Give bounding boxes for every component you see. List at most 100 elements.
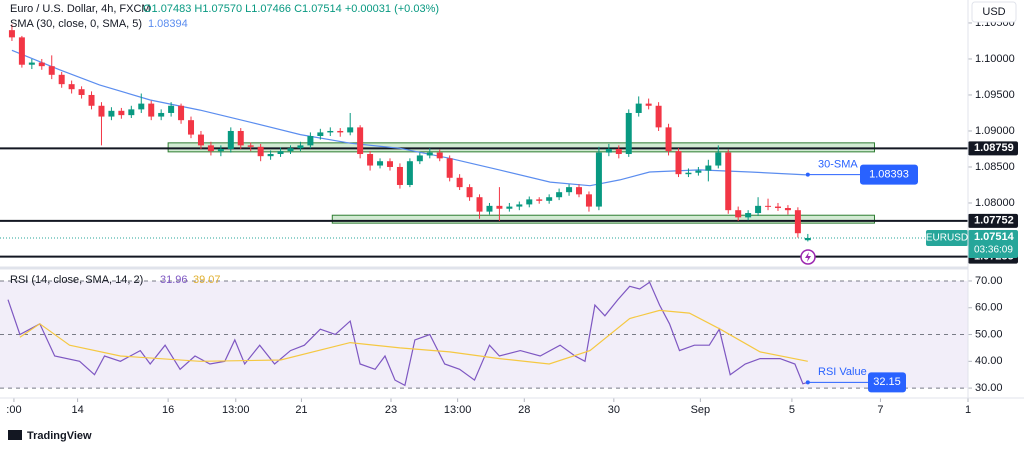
candle-body bbox=[546, 197, 553, 201]
candle-body bbox=[486, 205, 493, 212]
x-tick-label: 5 bbox=[789, 404, 795, 416]
candle-body bbox=[297, 145, 304, 149]
callout-text: 30-SMA bbox=[818, 159, 858, 171]
candle-body bbox=[8, 30, 15, 38]
currency[interactable]: USD bbox=[982, 6, 1005, 18]
candle-body bbox=[357, 127, 364, 155]
candle-body bbox=[625, 112, 632, 155]
support-zone bbox=[331, 214, 875, 224]
x-tick-label: 7 bbox=[877, 404, 883, 416]
x-tick-label: 21 bbox=[295, 404, 307, 416]
candle-body bbox=[307, 136, 314, 146]
candle-body bbox=[148, 103, 155, 117]
callout-value: 32.15 bbox=[873, 376, 901, 388]
y-tick-label: 1.09500 bbox=[975, 89, 1015, 101]
candle-body bbox=[98, 105, 105, 117]
x-tick-label: :00 bbox=[6, 404, 21, 416]
candle-body bbox=[755, 205, 762, 214]
brand: TradingView bbox=[27, 430, 92, 442]
callout-value: 1.08393 bbox=[869, 169, 909, 181]
candle-body bbox=[347, 127, 354, 133]
candle-body bbox=[426, 152, 433, 156]
candle-body bbox=[48, 66, 55, 75]
candle-body bbox=[595, 152, 602, 207]
candle-body bbox=[406, 161, 413, 185]
level-label: 1.07752 bbox=[974, 215, 1014, 227]
currency-box[interactable] bbox=[971, 1, 1017, 23]
y-tick-label: 1.10000 bbox=[975, 53, 1015, 65]
candle-body bbox=[207, 145, 214, 152]
callout-dot bbox=[805, 172, 810, 177]
candle-body bbox=[675, 151, 682, 175]
candle-body bbox=[277, 151, 284, 155]
candle-body bbox=[237, 130, 244, 146]
candle-body bbox=[655, 105, 662, 128]
candle-body bbox=[367, 154, 374, 166]
x-tick-label: Sep bbox=[691, 404, 711, 416]
y-tick-label: 50.00 bbox=[975, 328, 1003, 340]
candle-body bbox=[217, 148, 224, 152]
candle-body bbox=[496, 205, 503, 209]
y-tick-label: 1.08500 bbox=[975, 161, 1015, 173]
candle-body bbox=[804, 237, 811, 241]
candle-body bbox=[446, 158, 453, 178]
y-tick-label: 40.00 bbox=[975, 355, 1003, 367]
candle-body bbox=[794, 210, 801, 234]
rsi-line bbox=[19, 309, 808, 365]
sma-value: 1.08394 bbox=[148, 18, 188, 30]
candle-body bbox=[257, 146, 264, 157]
candle-body bbox=[178, 105, 185, 121]
last-price-box bbox=[968, 229, 1018, 258]
rsi-legend: RSI (14, close, SMA, 14, 2) bbox=[10, 274, 143, 286]
candle-body bbox=[585, 194, 592, 207]
candle-body bbox=[466, 187, 473, 198]
candle-body bbox=[536, 199, 543, 201]
candle-body bbox=[456, 177, 463, 188]
candle-body bbox=[576, 187, 583, 195]
candle-body bbox=[526, 199, 533, 205]
rsi-ma-value: 39.07 bbox=[193, 274, 221, 286]
candle-body bbox=[695, 170, 702, 173]
level-label-box bbox=[968, 213, 1018, 228]
candle-body bbox=[566, 187, 573, 193]
candle-body bbox=[476, 197, 483, 212]
callout-box bbox=[860, 164, 918, 185]
y-tick-label: 70.00 bbox=[975, 275, 1003, 287]
candle-body bbox=[645, 103, 652, 106]
candle-body bbox=[118, 110, 125, 116]
ohlc-legend: O1.07483 H1.07570 L1.07466 C1.07514 +0.0… bbox=[143, 3, 439, 15]
candle-body bbox=[78, 89, 85, 95]
y-tick-label: 1.09000 bbox=[975, 125, 1015, 137]
candle-body bbox=[735, 210, 742, 218]
level-label: 1.08759 bbox=[974, 142, 1014, 154]
y-tick-label: 60.00 bbox=[975, 302, 1003, 314]
candle-body bbox=[556, 192, 563, 198]
candle-body bbox=[615, 148, 622, 155]
candle-body bbox=[168, 105, 175, 113]
x-tick-label: 1 bbox=[965, 404, 971, 416]
candle-body bbox=[765, 205, 772, 207]
candle-body bbox=[665, 127, 672, 152]
candle-body bbox=[377, 161, 384, 166]
x-tick-label: 30 bbox=[608, 404, 620, 416]
plot-layer: 1.105001.100001.095001.090001.085001.080… bbox=[0, 17, 1018, 416]
y-tick-label: 30.00 bbox=[975, 382, 1003, 394]
y-tick-label: 1.08000 bbox=[975, 197, 1015, 209]
candle-body bbox=[745, 213, 752, 218]
candle-body bbox=[685, 172, 692, 175]
symbol-box bbox=[926, 229, 968, 246]
candle-body bbox=[774, 206, 781, 209]
candle-body bbox=[68, 84, 75, 90]
rsi-value: 31.96 bbox=[160, 274, 188, 286]
logo-mark bbox=[8, 430, 22, 440]
sma-legend: SMA (30, close, 0, SMA, 5) bbox=[10, 18, 142, 30]
candle-body bbox=[416, 155, 423, 162]
candle-body bbox=[287, 148, 294, 152]
candle-body bbox=[327, 130, 334, 133]
callout-text: RSI Value bbox=[818, 366, 867, 378]
candle-body bbox=[715, 152, 722, 166]
candle-body bbox=[267, 154, 274, 157]
x-tick-label: 23 bbox=[385, 404, 397, 416]
candle-body bbox=[18, 37, 25, 65]
